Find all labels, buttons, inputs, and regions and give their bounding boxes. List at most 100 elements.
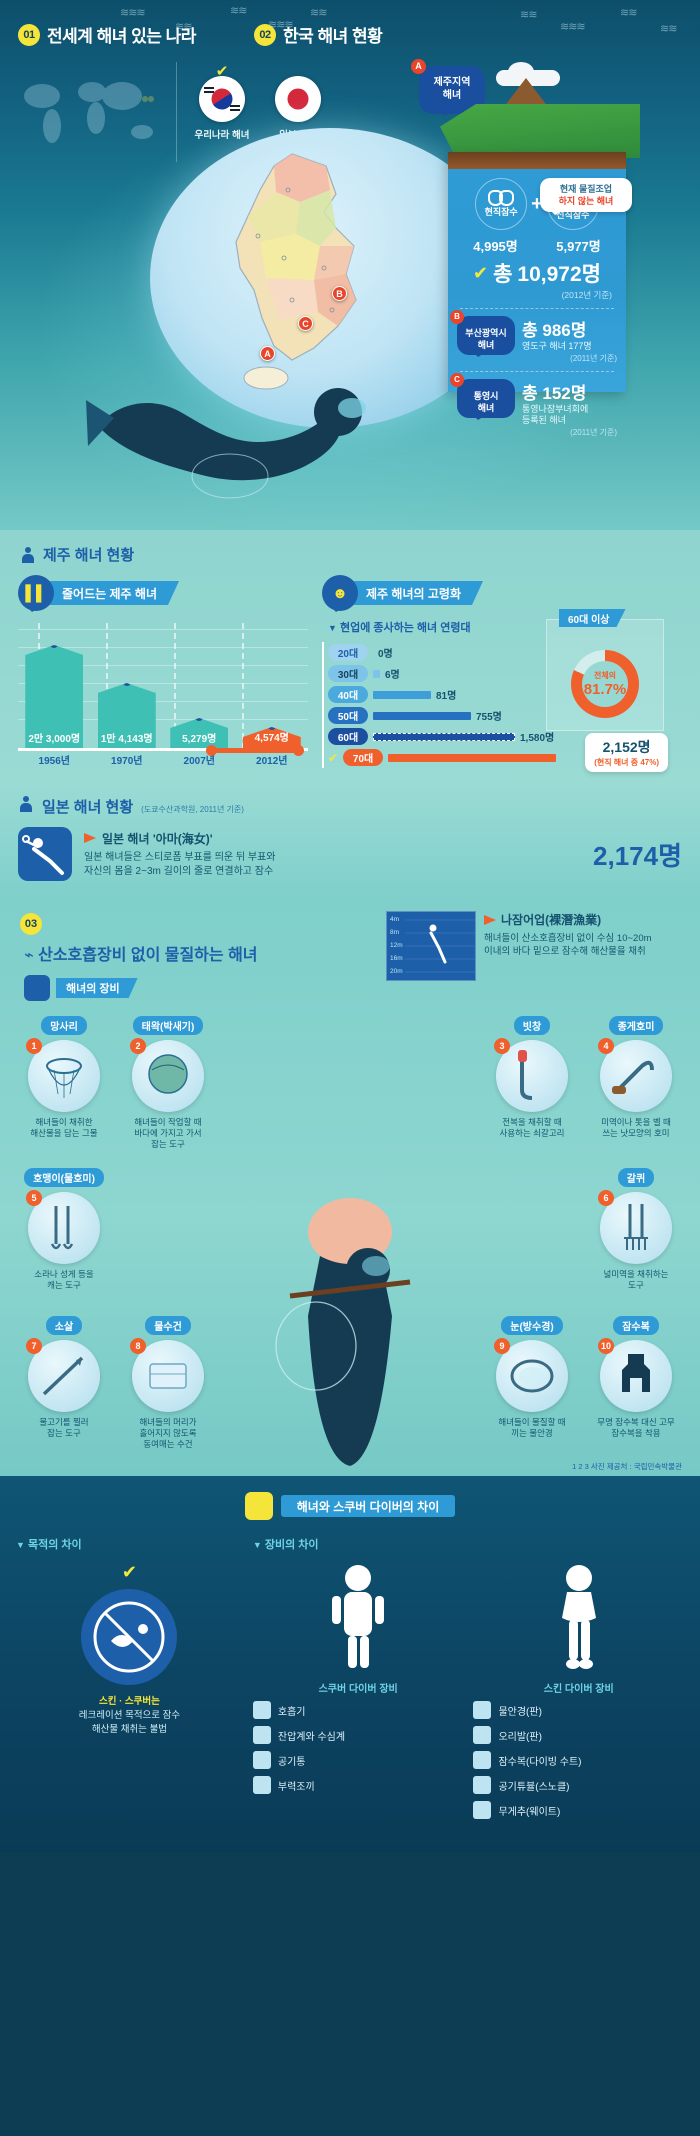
skin-gear-list: 물안경(판) 오리발(판) 잠수복(다이빙 수트) 공기튜뷸(스노클) 무게추(… (473, 1701, 684, 1819)
tool-desc-4: 미역이나 톳을 벨 때 쓰는 낫모양의 호미 (601, 1117, 671, 1138)
declining-chart-tag: ▌▌ 줄어드는 제주 해녀 (18, 575, 308, 612)
current-divers-circle: 현직잠수 (475, 178, 528, 230)
gear-column: ▼ 장비의 차이 (252, 1536, 684, 1826)
equipment-bag-icon (24, 975, 50, 1001)
tool-number-8: 8 (130, 1338, 146, 1354)
age-bar-30 (373, 669, 380, 678)
purpose-line3: 해산물 채취는 불법 (91, 1724, 168, 1735)
difference-section: 해녀와 스쿠버 다이버의 차이 ▼ 목적의 차이 ✔ (0, 1476, 700, 1852)
tool-name-10: 잠수복 (613, 1316, 659, 1335)
age-row-40: 40대 81명 (328, 684, 672, 705)
x-axis-labels: 1956년 1970년 2007년 2012년 (18, 752, 308, 767)
triangle-icon: ▼ (328, 623, 337, 633)
tool-mangsari[interactable]: 망사리 1 해녀들이 채취한 해산물을 담는 그물 (16, 1016, 112, 1139)
najam-title-label: 나잠어업(裸潛漁業) (501, 913, 602, 927)
gear-header: ▼ 장비의 차이 (253, 1536, 684, 1552)
bar-item: 5,279명 (170, 718, 229, 749)
callout-70s-total: 2,152명 (현직 해녀 중 47%) (585, 733, 668, 772)
age-bar-rows: 20대 0명 30대 6명 40대 81명 5 (322, 642, 672, 768)
tool-image-8: 8 (130, 1338, 204, 1412)
check-icon-bar: ✔ (266, 707, 278, 722)
difference-title: 해녀와 스쿠버 다이버의 차이 (280, 1495, 456, 1517)
donut-chart: 전체의 81.7% (571, 650, 639, 718)
infographic-page: ≋≋≋ ≋≋ ≋≋ ≋≋≋ ≋≋ ≋≋ ≋≋≋ ≋≋ ≋≋ 01 전세계 해녀 … (0, 0, 700, 1852)
equipment-title: ⌁ 산소호흡장비 없이 물질하는 해녀 (0, 941, 700, 965)
tools-grid: 망사리 1 해녀들이 채취한 해산물을 담는 그물 태왁(박새기) 2 해녀들이… (0, 1016, 700, 1466)
tool-jamsubok[interactable]: 잠수복 10 무명 잠수복 대신 고무 잠수복을 착용 (588, 1316, 684, 1439)
highlight-axis-line (210, 748, 300, 753)
bar-2007: 5,279명 (170, 718, 229, 749)
region-bubble-tongyeong: C 통영시 해녀 (450, 373, 515, 420)
former-divers-label: 전직잠수 (556, 209, 590, 220)
tool-name-9: 눈(방수경) (501, 1316, 563, 1335)
gear-header-label: 장비의 차이 (264, 1539, 319, 1551)
tool-desc-2: 해녀들이 작업할 때 바다에 가지고 가서 잡는 도구 (134, 1117, 202, 1149)
purpose-column: ▼ 목적의 차이 ✔ 스킨 · 스쿠버는 레크레이션 목적으로 잠수 해산물 채… (16, 1536, 243, 1826)
map-pin-c[interactable]: C (298, 316, 313, 331)
depth-label-20m: 20m (390, 968, 403, 975)
age-value-20: 0명 (378, 649, 393, 660)
tool-jonggehomi[interactable]: 종게호미 4 미역이나 톳을 벨 때 쓰는 낫모양의 호미 (588, 1016, 684, 1139)
aging-chart-tag: ☻ 제주 해녀의 고령화 (322, 575, 672, 612)
callout-jeju-line2: 해녀 (442, 90, 462, 101)
korea-stats-panel: 현직잠수 + ✕ 전직잠수 4,995명 5,977명 ✔ 총 10,972명 … (448, 152, 626, 437)
tooltip-line1: 현재 물질조업 (559, 184, 613, 194)
callout-jeju-line1: 제주지역 (433, 77, 471, 88)
tool-homaengi[interactable]: 호맹이(물호미) 5 소라나 성게 등을 캐는 도구 (16, 1168, 112, 1291)
former-divers-value: 5,977명 (556, 239, 601, 254)
tool-desc-6: 넓미역을 채취하는 도구 (603, 1269, 669, 1290)
jeju-title: 제주 해녀 현황 (43, 547, 135, 564)
tool-image-4: 4 (598, 1038, 672, 1112)
bar-dot (122, 683, 131, 686)
japan-source: (도쿄수산과학원, 2011년 기준) (141, 805, 244, 814)
tool-taewak[interactable]: 태왁(박새기) 2 해녀들이 작업할 때 바다에 가지고 가서 잡는 도구 (120, 1016, 216, 1150)
tool-mulsugeon[interactable]: 물수건 8 해녀들의 머리가 흘어지지 않도록 동여매는 수건 (120, 1316, 216, 1450)
donut-tag-label: 60대 이상 (559, 609, 626, 627)
map-pin-b[interactable]: B (332, 286, 347, 301)
purpose-header: ▼ 목적의 차이 (16, 1536, 243, 1552)
region-tongyeong-figures: 총 152명 통영나잠부녀회에 등록된 해녀 (2011년 기준) (522, 379, 617, 438)
donut-label: 전체의 (593, 671, 617, 680)
japan-ama-name: 일본 해녀 '아마(海女)' (102, 831, 213, 846)
bar-chart-icon: ▌▌ (18, 575, 54, 612)
bar-item: 1만 4,143명 (97, 683, 156, 749)
tool-image-7: 7 (26, 1338, 100, 1412)
region-tongyeong-name1: 통영시 (473, 391, 499, 401)
region-row-busan: B 부산광역시 해녀 총 986명 영도구 해녀 177명 (2011년 기준) (448, 310, 626, 364)
tool-number-5: 5 (26, 1190, 42, 1206)
age-row-70: ✔ 70대 (328, 747, 672, 768)
current-divers-label: 현직잠수 (484, 207, 518, 217)
najam-title-row: 나잠어업(裸潛漁業) (484, 911, 686, 928)
diver-head-icon: ☻ (322, 575, 358, 612)
tool-desc-9: 해녀들이 물질할 때 끼는 물안경 (498, 1417, 566, 1438)
x-label-2012: 2012년 (256, 756, 288, 767)
tool-galkwi[interactable]: 갈퀴 6 넓미역을 채취하는 도구 (588, 1168, 684, 1291)
korea-map (235, 153, 357, 390)
bar-dot (50, 645, 59, 648)
age-bar-40 (373, 690, 431, 699)
no-harvest-icon (81, 1589, 178, 1685)
tool-nun[interactable]: 눈(방수경) 9 해녀들이 물질할 때 끼는 물안경 (484, 1316, 580, 1439)
bar-item: ✔ 4,574명 (242, 727, 301, 749)
purpose-check-icon: ✔ (121, 1562, 137, 1582)
region-busan-year: (2011년 기준) (570, 354, 617, 363)
age-subtitle: ▼ 현업에 종사하는 해녀 연령대 (328, 619, 672, 635)
aging-chart: ☻ 제주 해녀의 고령화 ▼ 현업에 종사하는 해녀 연령대 20대 0명 30… (322, 575, 672, 772)
region-bubble-busan: B 부산광역시 해녀 (450, 310, 515, 357)
depth-label-16m: 16m (390, 955, 403, 962)
korea-flag-icon (199, 76, 245, 122)
tool-sosal[interactable]: 소살 7 물고기를 찔러 잡는 도구 (16, 1316, 112, 1439)
jeju-heading: 제주 해녀 현황 (0, 544, 700, 565)
depth-label-8m: 8m (390, 929, 400, 936)
x-label-1970: 1970년 (111, 756, 143, 767)
age-label-70: 70대 (343, 749, 384, 766)
scuba-gear-item: 부력조끼 (252, 1776, 464, 1794)
tank-icon (252, 1751, 271, 1769)
map-pin-a[interactable]: A (260, 346, 275, 361)
tool-bitchang[interactable]: 빗창 3 전복을 채취할 때 사용하는 쇠갈고리 (484, 1016, 580, 1139)
goggles-icon (488, 190, 515, 206)
age-subtitle-label: 현업에 종사하는 해녀 연령대 (339, 622, 471, 634)
diver-illustration (86, 388, 366, 499)
purpose-text: 스킨 · 스쿠버는 레크레이션 목적으로 잠수 해산물 채취는 불법 (16, 1695, 243, 1737)
age-row-60: 60대 1,580명 (328, 726, 672, 747)
